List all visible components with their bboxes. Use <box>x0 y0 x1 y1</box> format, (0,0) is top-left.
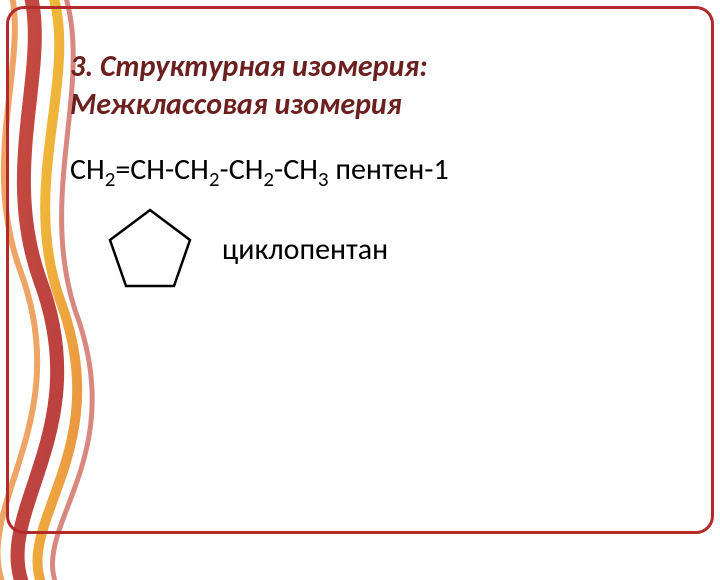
pentagon-shape <box>110 210 190 286</box>
formula-pentene: CH2=CH-CH2-CH2-CH3 пентен-1 <box>70 151 670 192</box>
cyclopentane-label: циклопентан <box>222 231 388 268</box>
slide-title: 3. Структурная изомерия: Межклассовая из… <box>70 48 670 123</box>
title-line-1: 3. Структурная изомерия: <box>70 48 428 85</box>
cyclopentane-row: циклопентан <box>70 202 670 297</box>
pentagon-icon <box>100 202 200 297</box>
title-line-2: Межклассовая изомерия <box>70 86 402 123</box>
